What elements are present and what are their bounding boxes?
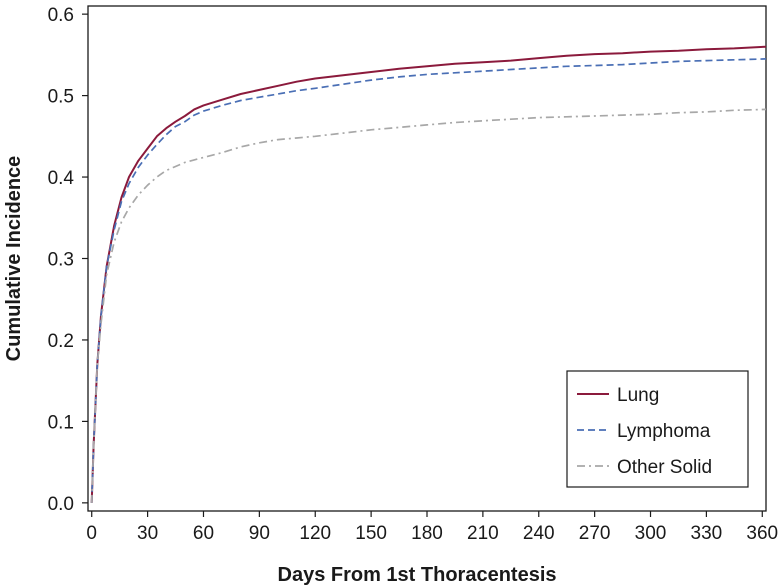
x-tick-label: 0 (86, 523, 97, 544)
legend-label: Lymphoma (617, 421, 711, 442)
y-axis-title: Cumulative Incidence (3, 156, 25, 362)
x-tick-label: 90 (249, 523, 270, 544)
x-tick-label: 300 (635, 523, 667, 544)
legend-box (566, 370, 749, 488)
plot-area (90, 45, 767, 503)
x-tick-label: 330 (691, 523, 723, 544)
axes-group: 0 30 60 90 120 150 180 210 240 270 300 330 360 0.0 0.1… (48, 5, 779, 544)
y-tick-label: 0.3 (48, 250, 74, 271)
x-tick-label: 120 (299, 523, 331, 544)
x-tick-label: 210 (467, 523, 499, 544)
x-tick-label: 150 (355, 523, 387, 544)
series-line-lung (90, 45, 767, 503)
x-tick-label: 240 (523, 523, 555, 544)
x-axis-title: Days From 1st Thoracentesis (278, 564, 557, 586)
legend-label: Other Solid (617, 457, 712, 478)
series-line-lymphoma (90, 58, 767, 503)
y-tick-label: 0.5 (48, 87, 74, 108)
x-tick-label: 360 (746, 523, 778, 544)
y-tick-label: 0.1 (48, 412, 74, 433)
legend-label: Lung (617, 385, 659, 406)
x-tick-label: 180 (411, 523, 443, 544)
x-tick-label: 60 (193, 523, 214, 544)
x-tick-label: 270 (579, 523, 611, 544)
y-tick-label: 0.2 (48, 331, 74, 352)
y-tick-label: 0.0 (48, 494, 74, 515)
y-tick-label: 0.4 (48, 168, 75, 189)
x-tick-label: 30 (137, 523, 158, 544)
y-tick-label: 0.6 (48, 5, 74, 26)
legend: Lung Lymphoma Other Solid (566, 370, 749, 488)
